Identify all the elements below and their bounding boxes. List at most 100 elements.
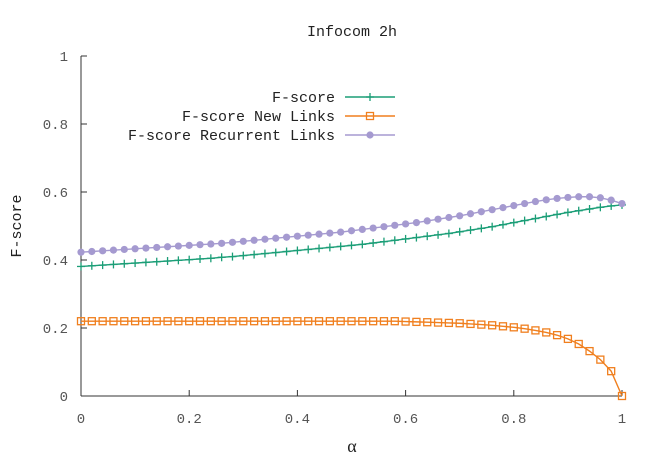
data-point-f-score <box>206 254 215 263</box>
data-point-f-score-recurrent-links <box>196 241 204 249</box>
data-point-f-score-recurrent-links <box>120 245 128 254</box>
data-point-f-score-new-links <box>563 334 573 344</box>
data-point-f-score-new-links <box>455 319 464 328</box>
y-tick-label: 0.4 <box>43 254 68 270</box>
plot-area <box>76 193 627 401</box>
data-point-f-score-recurrent-links <box>228 238 237 246</box>
data-point-f-score <box>596 203 605 212</box>
data-point-f-score-recurrent-links <box>607 196 615 204</box>
data-point-f-score-recurrent-links <box>185 241 193 249</box>
series-f-score-new-links <box>76 317 627 401</box>
data-point-f-score-recurrent-links <box>380 223 388 231</box>
data-point-f-score <box>369 239 378 247</box>
data-point-f-score-recurrent-links <box>412 219 421 227</box>
legend-entry-f-score-recurrent-links: F-score Recurrent Links <box>128 128 395 145</box>
data-point-f-score <box>120 259 129 268</box>
data-point-f-score-new-links <box>477 320 486 329</box>
data-point-f-score-new-links <box>141 317 151 326</box>
data-point-f-score-new-links <box>87 317 96 326</box>
data-point-f-score <box>563 208 572 217</box>
x-axis-label: α <box>347 436 357 456</box>
legend-marker <box>365 111 375 121</box>
x-tick-label: 0.4 <box>285 412 310 428</box>
series-f-score <box>77 200 626 271</box>
data-point-f-score <box>347 241 356 250</box>
data-point-f-score-recurrent-links <box>337 228 345 236</box>
data-point-f-score-new-links <box>217 317 226 326</box>
data-point-f-score-recurrent-links <box>564 193 572 202</box>
data-point-f-score-recurrent-links <box>88 247 96 256</box>
data-point-f-score-new-links <box>249 317 259 326</box>
data-point-f-score <box>260 249 269 258</box>
data-point-f-score-new-links <box>358 317 367 326</box>
data-point-f-score-new-links <box>304 317 313 326</box>
data-point-f-score-recurrent-links <box>282 233 291 241</box>
data-point-f-score <box>477 224 486 233</box>
data-point-f-score-recurrent-links <box>488 206 496 214</box>
data-point-f-score-new-links <box>109 317 118 326</box>
data-point-f-score-new-links <box>163 317 172 326</box>
legend-label: F-score New Links <box>182 109 335 126</box>
data-point-f-score-recurrent-links <box>575 193 583 201</box>
data-point-f-score <box>358 240 367 249</box>
data-point-f-score-new-links <box>531 326 540 335</box>
legend-marker <box>366 131 374 139</box>
data-point-f-score-recurrent-links <box>326 229 334 237</box>
data-point-f-score-new-links <box>368 317 378 326</box>
chart-title: Infocom 2h <box>307 24 397 41</box>
legend-entry-f-score-new-links: F-score New Links <box>182 109 395 126</box>
data-point-f-score <box>444 229 453 238</box>
data-point-f-score <box>553 210 562 219</box>
data-point-f-score-recurrent-links <box>174 242 182 250</box>
data-point-f-score-new-links <box>542 328 551 337</box>
data-point-f-score-new-links <box>466 319 475 329</box>
data-point-f-score-new-links <box>271 317 280 326</box>
legend-marker <box>366 93 374 101</box>
data-point-f-score <box>152 257 161 266</box>
legend-label: F-score <box>272 90 335 107</box>
data-point-f-score-new-links <box>520 324 529 333</box>
data-point-f-score-new-links <box>195 317 205 326</box>
data-point-f-score-new-links <box>336 317 345 326</box>
data-point-f-score <box>77 262 85 271</box>
data-point-f-score-recurrent-links <box>207 240 215 248</box>
data-point-f-score-recurrent-links <box>153 243 161 252</box>
data-point-f-score-recurrent-links <box>163 243 172 251</box>
data-point-f-score-recurrent-links <box>391 221 399 229</box>
data-point-f-score <box>87 261 96 270</box>
data-point-f-score <box>488 222 497 231</box>
data-point-f-score-recurrent-links <box>542 196 550 204</box>
data-point-f-score-recurrent-links <box>218 239 226 247</box>
data-point-f-score <box>423 232 432 241</box>
data-point-f-score <box>542 212 551 221</box>
data-point-f-score-new-links <box>174 317 183 326</box>
data-point-f-score <box>196 254 205 263</box>
data-point-f-score-recurrent-links <box>499 204 507 212</box>
data-point-f-score-new-links <box>130 317 140 326</box>
data-point-f-score-new-links <box>444 318 454 328</box>
data-point-f-score-new-links <box>607 367 616 376</box>
data-point-f-score-new-links <box>228 317 237 326</box>
data-point-f-score-recurrent-links <box>347 227 356 235</box>
data-point-f-score <box>455 227 464 236</box>
data-point-f-score-new-links <box>325 317 335 326</box>
data-point-f-score <box>131 259 140 268</box>
data-point-f-score-new-links <box>260 317 270 326</box>
series-line-f-score-new-links <box>81 320 623 397</box>
data-point-f-score-recurrent-links <box>131 245 139 253</box>
data-point-f-score-recurrent-links <box>445 213 453 222</box>
data-point-f-score-recurrent-links <box>553 194 561 203</box>
data-point-f-score-new-links <box>282 317 291 326</box>
x-tick-label: 0.2 <box>177 412 202 428</box>
data-point-f-score-recurrent-links <box>510 202 518 210</box>
data-point-f-score-recurrent-links <box>369 224 377 232</box>
data-point-f-score-recurrent-links <box>456 212 464 220</box>
legend: F-score F-score New Links F-score Recurren… <box>128 90 395 145</box>
y-tick-label: 0.2 <box>43 322 68 338</box>
data-point-f-score <box>315 244 324 253</box>
y-axis-label: F-score <box>9 194 26 257</box>
data-point-f-score-recurrent-links <box>531 197 540 206</box>
data-point-f-score <box>163 257 172 266</box>
data-point-f-score <box>585 205 594 213</box>
